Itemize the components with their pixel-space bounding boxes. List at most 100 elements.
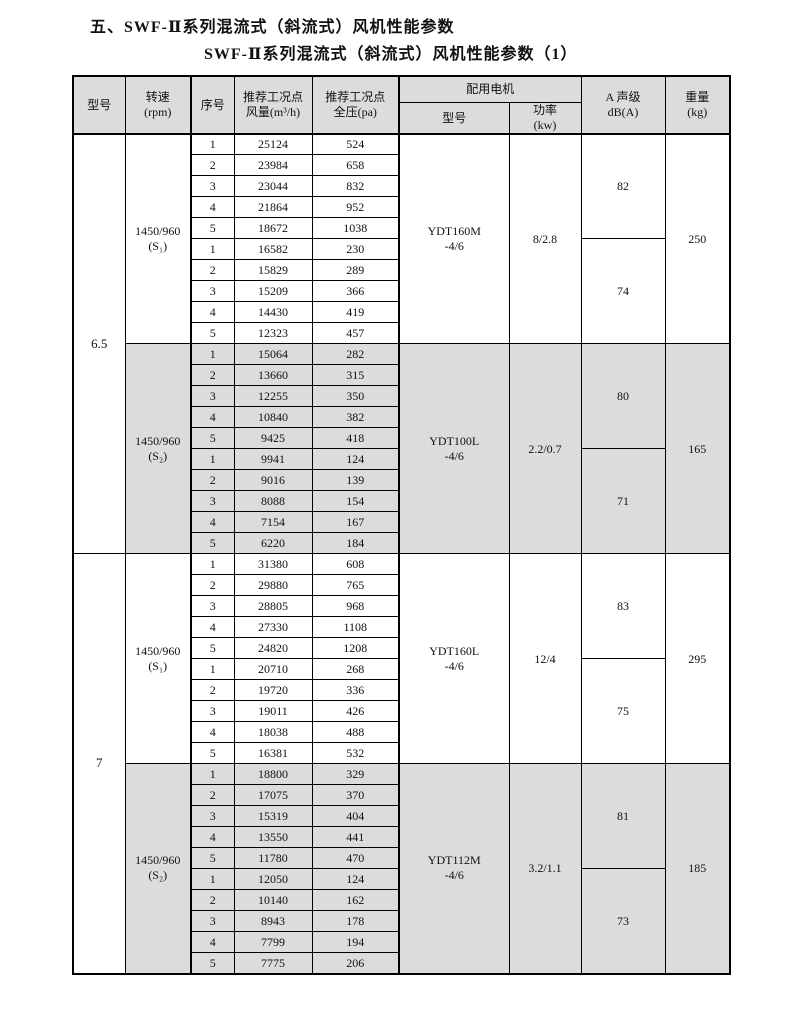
flow-cell: 21864 bbox=[233, 196, 313, 218]
pressure-cell: 178 bbox=[311, 910, 400, 932]
seq-cell: 2 bbox=[190, 259, 235, 281]
flow-cell: 12323 bbox=[233, 322, 313, 344]
noise-level-cell: 73 bbox=[580, 868, 666, 974]
header-flow: 推荐工况点 风量(m³/h) bbox=[233, 75, 313, 134]
weight-cell: 295 bbox=[664, 553, 731, 764]
seq-cell: 4 bbox=[190, 931, 235, 953]
flow-cell: 10140 bbox=[233, 889, 313, 911]
seq-cell: 2 bbox=[190, 469, 235, 491]
table-row: 3 23044 832 bbox=[73, 175, 730, 197]
table-body: 6.5 1450/960 (S₁) 1 25124 524 YDT160M -4/6 8/2.8… bbox=[72, 132, 731, 974]
motor-model-cell: YDT112M -4/6 bbox=[398, 763, 510, 974]
seq-cell: 3 bbox=[190, 700, 235, 722]
pressure-cell: 765 bbox=[311, 574, 400, 596]
table-row: 3 28805 968 bbox=[73, 595, 730, 617]
flow-cell: 13660 bbox=[233, 364, 313, 386]
pressure-cell: 124 bbox=[311, 868, 400, 890]
pressure-cell: 1038 bbox=[311, 217, 400, 239]
seq-cell: 3 bbox=[190, 385, 235, 407]
seq-cell: 1 bbox=[190, 343, 235, 365]
pressure-cell: 315 bbox=[311, 364, 400, 386]
pressure-cell: 154 bbox=[311, 490, 400, 512]
motor-power-cell: 3.2/1.1 bbox=[508, 763, 582, 974]
table-row: 2 9016 139 bbox=[73, 469, 730, 491]
pressure-cell: 832 bbox=[311, 175, 400, 197]
header-motor-model: 型号 bbox=[398, 101, 510, 134]
table-header: 型号 转速 (rpm) 序号 推荐工况点 风量(m³/h) 推荐工况点 全压(p… bbox=[72, 75, 731, 134]
seq-cell: 2 bbox=[190, 784, 235, 806]
header-motor-group: 配用电机 bbox=[398, 75, 582, 103]
table-row: 5 7775 206 bbox=[73, 952, 730, 974]
noise-level-cell: 81 bbox=[580, 763, 666, 869]
pressure-cell: 952 bbox=[311, 196, 400, 218]
flow-cell: 23044 bbox=[233, 175, 313, 197]
table-row: 2 23984 658 bbox=[73, 154, 730, 176]
weight-cell: 185 bbox=[664, 763, 731, 974]
pressure-cell: 370 bbox=[311, 784, 400, 806]
table-row: 4 7799 194 bbox=[73, 931, 730, 953]
pressure-cell: 532 bbox=[311, 742, 400, 764]
pressure-cell: 282 bbox=[311, 343, 400, 365]
pressure-cell: 329 bbox=[311, 763, 400, 785]
pressure-cell: 488 bbox=[311, 721, 400, 743]
seq-cell: 4 bbox=[190, 826, 235, 848]
seq-cell: 5 bbox=[190, 427, 235, 449]
seq-cell: 4 bbox=[190, 301, 235, 323]
motor-power-cell: 2.2/0.7 bbox=[508, 343, 582, 554]
motor-power-cell: 8/2.8 bbox=[508, 132, 582, 344]
flow-cell: 9425 bbox=[233, 427, 313, 449]
table-row: 2 29880 765 bbox=[73, 574, 730, 596]
seq-cell: 1 bbox=[190, 658, 235, 680]
table-row: 5 18672 1038 bbox=[73, 217, 730, 239]
flow-cell: 19720 bbox=[233, 679, 313, 701]
pressure-cell: 419 bbox=[311, 301, 400, 323]
motor-model-cell: YDT100L -4/6 bbox=[398, 343, 510, 554]
motor-power-cell: 12/4 bbox=[508, 553, 582, 764]
seq-cell: 5 bbox=[190, 637, 235, 659]
speed-cell: 1450/960 (S₂) bbox=[124, 343, 192, 554]
header-weight: 重量 (kg) bbox=[664, 75, 731, 134]
noise-level-cell: 83 bbox=[580, 553, 666, 659]
flow-cell: 12255 bbox=[233, 385, 313, 407]
flow-cell: 10840 bbox=[233, 406, 313, 428]
table-row: 3 8088 154 bbox=[73, 490, 730, 512]
noise-level-cell: 75 bbox=[580, 658, 666, 764]
table-row: 4 13550 441 bbox=[73, 826, 730, 848]
motor-model-cell: YDT160L -4/6 bbox=[398, 553, 510, 764]
weight-cell: 165 bbox=[664, 343, 731, 554]
table-row: 2 15829 289 bbox=[73, 259, 730, 281]
noise-level-cell: 71 bbox=[580, 448, 666, 554]
table-row: 4 27330 1108 bbox=[73, 616, 730, 638]
pressure-cell: 658 bbox=[311, 154, 400, 176]
noise-level-cell: 82 bbox=[580, 132, 666, 239]
flow-cell: 24820 bbox=[233, 637, 313, 659]
model-cell: 6.5 bbox=[72, 132, 126, 554]
seq-cell: 1 bbox=[190, 238, 235, 260]
seq-cell: 1 bbox=[190, 448, 235, 470]
seq-cell: 5 bbox=[190, 847, 235, 869]
flow-cell: 13550 bbox=[233, 826, 313, 848]
seq-cell: 3 bbox=[190, 490, 235, 512]
table-row: 4 21864 952 bbox=[73, 196, 730, 218]
table-row: 7 1450/960 (S₁) 1 31380 608 YDT160L -4/6 12/4 83 2… bbox=[72, 553, 731, 974]
page-title: 五、SWF-Ⅱ系列混流式（斜流式）风机性能参数 bbox=[90, 19, 455, 36]
table-row: 6.5 1450/960 (S₁) 1 25124 524 YDT160M -4/6 8/2.8… bbox=[72, 132, 731, 554]
header-noise-level: A 声级 dB(A) bbox=[580, 75, 666, 134]
flow-cell: 18672 bbox=[233, 217, 313, 239]
speed-cell: 1450/960 (S₁) bbox=[124, 132, 192, 344]
header-pressure: 推荐工况点 全压(pa) bbox=[311, 75, 400, 134]
pressure-cell: 350 bbox=[311, 385, 400, 407]
seq-cell: 4 bbox=[190, 616, 235, 638]
header-seq: 序号 bbox=[190, 75, 235, 134]
flow-cell: 9941 bbox=[233, 448, 313, 470]
seq-cell: 5 bbox=[190, 532, 235, 554]
flow-cell: 16582 bbox=[233, 238, 313, 260]
flow-cell: 25124 bbox=[233, 132, 313, 155]
table-row: 5 12323 457 bbox=[73, 322, 730, 344]
seq-cell: 2 bbox=[190, 574, 235, 596]
flow-cell: 27330 bbox=[233, 616, 313, 638]
seq-cell: 5 bbox=[190, 952, 235, 974]
flow-cell: 7799 bbox=[233, 931, 313, 953]
table-row: 5 11780 470 bbox=[73, 847, 730, 869]
pressure-cell: 441 bbox=[311, 826, 400, 848]
